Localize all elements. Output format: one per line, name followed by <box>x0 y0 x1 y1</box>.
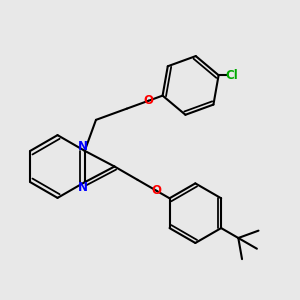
Text: N: N <box>78 181 88 194</box>
Text: O: O <box>144 94 154 107</box>
Text: N: N <box>78 140 88 153</box>
Text: Cl: Cl <box>225 69 238 82</box>
Text: O: O <box>152 184 162 197</box>
